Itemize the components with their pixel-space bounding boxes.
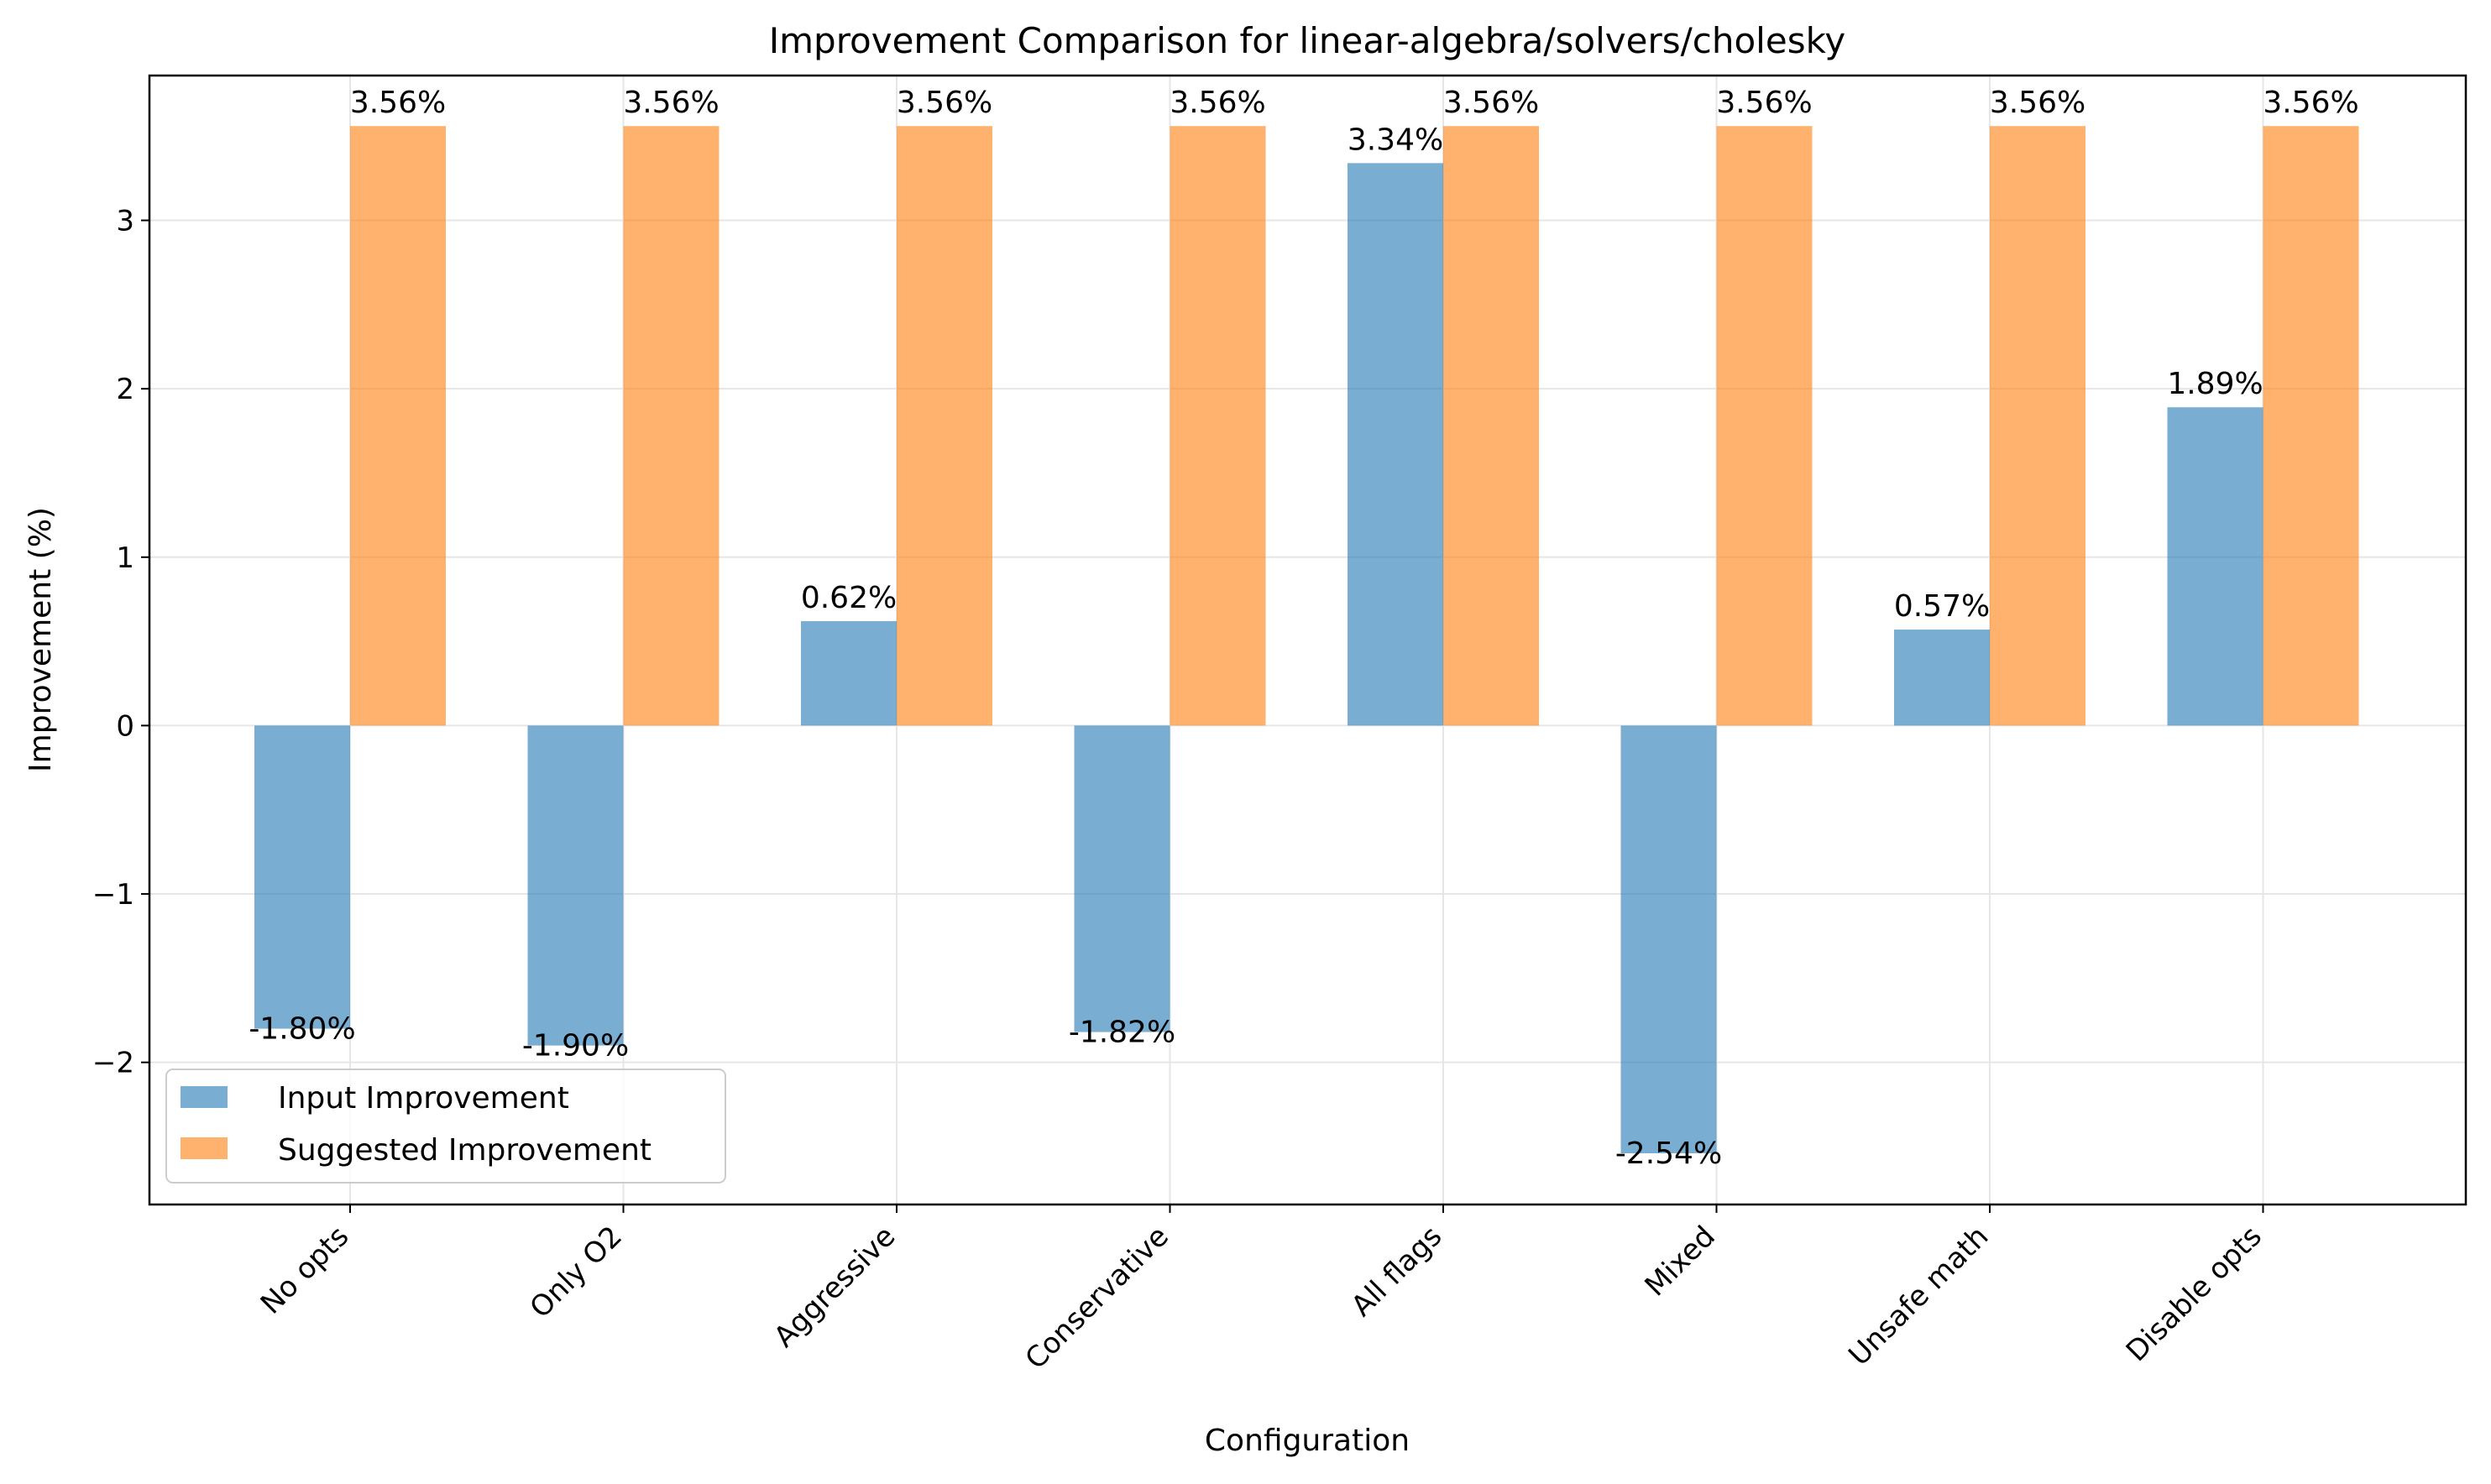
legend-label-suggested: Suggested Improvement	[278, 1133, 652, 1168]
data-label-input: 1.89%	[2167, 367, 2263, 401]
data-label-suggested: 3.56%	[897, 86, 992, 120]
y-tick-label: −1	[92, 878, 134, 912]
bar-input	[1894, 630, 1990, 726]
data-label-input: 0.57%	[1894, 589, 1990, 624]
bar-input	[1074, 725, 1170, 1032]
data-label-input: -1.80%	[249, 1012, 355, 1047]
bar-input	[1348, 163, 1443, 726]
bar-input	[2167, 407, 2263, 726]
y-tick-label: 1	[116, 541, 134, 575]
legend-swatch-suggested	[181, 1137, 228, 1159]
bar-suggested	[623, 126, 720, 726]
data-labels: -1.80% -1.90% 0.62% -1.82% 3.34% -2.54% 0.57% 1…	[249, 86, 2358, 1171]
data-label-suggested: 3.56%	[1170, 86, 1265, 120]
data-label-suggested: 3.56%	[623, 86, 719, 120]
y-axis: −2 −1 0 1 2 3	[92, 205, 149, 1080]
legend: Input Improvement Suggested Improvement	[165, 1069, 726, 1184]
x-tick-label: Conservative	[1019, 1220, 1175, 1376]
y-tick-label: 2	[116, 373, 134, 406]
x-tick-label: Disable opts	[2120, 1220, 2269, 1368]
bar-suggested	[897, 126, 992, 726]
x-tick-label: Unsafe math	[1842, 1220, 1995, 1372]
legend-label-input: Input Improvement	[278, 1081, 569, 1116]
y-axis-label: Improvement (%)	[24, 507, 58, 772]
bar-suggested	[1716, 126, 1813, 726]
y-tick-label: 3	[116, 205, 134, 238]
x-axis: No opts Only O2 Aggressive Conservative All …	[254, 1204, 2269, 1376]
data-label-input: -1.82%	[1069, 1016, 1175, 1050]
x-tick-label: Only O2	[524, 1220, 629, 1325]
data-label-suggested: 3.56%	[2263, 86, 2358, 120]
x-axis-label: Configuration	[1205, 1424, 1410, 1458]
bar-suggested	[2263, 126, 2359, 726]
bar-input	[527, 725, 624, 1046]
bar-input	[1620, 725, 1717, 1154]
bar-input	[254, 725, 350, 1029]
grid	[149, 76, 2466, 1204]
data-label-input: -1.90%	[522, 1029, 629, 1063]
data-label-suggested: 3.56%	[1716, 86, 1812, 120]
data-label-input: 0.62%	[801, 581, 897, 615]
data-label-suggested: 3.56%	[1990, 86, 2085, 120]
x-tick-label: All flags	[1345, 1220, 1448, 1323]
data-label-input: -2.54%	[1615, 1137, 1722, 1171]
bars	[254, 126, 2359, 1154]
bar-suggested	[350, 126, 446, 726]
y-tick-label: 0	[116, 709, 134, 743]
bar-suggested	[1170, 126, 1266, 726]
bar-suggested	[1990, 126, 2085, 726]
data-label-suggested: 3.56%	[350, 86, 446, 120]
x-tick-label: Mixed	[1639, 1220, 1722, 1303]
plot-frame	[148, 74, 2467, 1206]
x-tick-label: No opts	[254, 1220, 356, 1321]
legend-swatch-input	[181, 1086, 228, 1108]
y-tick-label: −2	[92, 1047, 134, 1080]
data-label-suggested: 3.56%	[1443, 86, 1539, 120]
bar-input	[801, 621, 897, 726]
chart-title: Improvement Comparison for linear-algebr…	[769, 20, 1846, 61]
data-label-input: 3.34%	[1348, 123, 1443, 157]
x-tick-label: Aggressive	[767, 1220, 902, 1354]
legend-box	[165, 1069, 726, 1184]
bar-suggested	[1443, 126, 1539, 726]
